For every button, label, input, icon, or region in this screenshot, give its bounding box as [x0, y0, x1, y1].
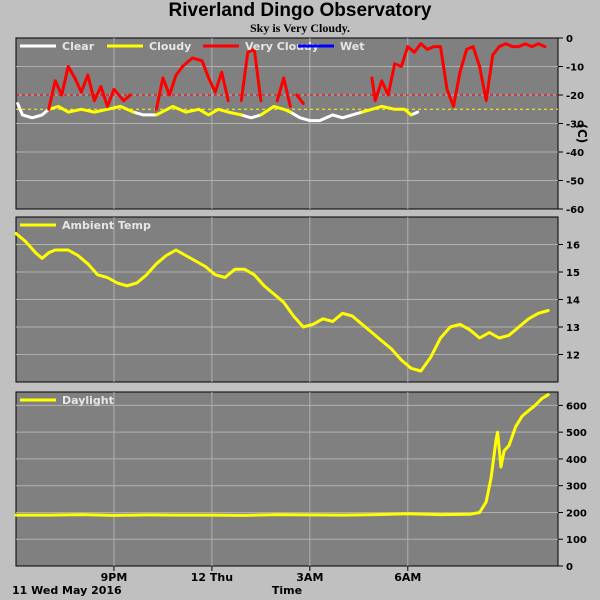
- y-tick-label: 16: [566, 241, 580, 252]
- series-line-cloudy: [47, 104, 135, 114]
- legend-label: Daylight: [62, 394, 114, 407]
- series-line-cloudy: [154, 104, 243, 117]
- y-tick-label: 13: [566, 323, 580, 334]
- y-tick-label: -60: [566, 205, 584, 216]
- x-tick-label: 3AM: [296, 571, 323, 584]
- date-label: 11 Wed May 2016: [12, 584, 122, 597]
- series-line-cloudy: [360, 104, 413, 117]
- y-tick-label: 200: [566, 508, 587, 519]
- chart-panel-2: 12 13 14 15 16 Ambient Temp: [14, 216, 580, 383]
- x-axis-label: Time: [272, 584, 302, 597]
- plot-area: [15, 391, 559, 567]
- y-tick-label: 500: [566, 428, 587, 439]
- y-axis-label: (C): [575, 124, 589, 144]
- y-tick-label: 14: [566, 296, 580, 307]
- y-tick-label: 300: [566, 482, 587, 493]
- y-tick-label: 15: [566, 268, 580, 279]
- sky-status-subtitle: Sky is Very Cloudy.: [249, 21, 351, 35]
- series-line-very-cloudy: [47, 65, 132, 111]
- y-tick-label: 400: [566, 455, 587, 466]
- series-line-daylight: [14, 393, 550, 517]
- series-line-very-cloudy: [370, 42, 547, 108]
- y-tick-label: -30: [566, 120, 584, 131]
- series-line-very-cloudy: [295, 93, 305, 105]
- legend-label: Very Cloudy: [245, 40, 319, 53]
- series-line-clear: [239, 113, 263, 120]
- y-tick-label: -50: [566, 177, 584, 188]
- y-tick-label: -10: [566, 63, 584, 74]
- y-tick-label: 0: [566, 562, 573, 573]
- x-tick-label: 12 Thu: [191, 571, 233, 584]
- y-tick-label: 0: [566, 34, 573, 45]
- y-tick-label: 600: [566, 401, 587, 412]
- series-line-ambient-temp: [14, 232, 550, 373]
- legend-label: Wet: [340, 40, 364, 53]
- series-line-clear: [16, 102, 51, 120]
- x-tick-label: 6AM: [394, 571, 421, 584]
- legend-label: Ambient Temp: [62, 219, 151, 232]
- series-line-clear: [132, 110, 158, 117]
- series-line-very-cloudy: [154, 56, 230, 111]
- series-line-cloudy: [259, 104, 292, 117]
- y-tick-label: -20: [566, 91, 584, 102]
- y-tick-label: 100: [566, 535, 587, 546]
- x-tick-label: 9PM: [101, 571, 128, 584]
- series-line-very-cloudy: [275, 76, 292, 108]
- legend-label: Cloudy: [149, 40, 191, 53]
- series-line-clear: [288, 110, 364, 123]
- y-tick-label: -40: [566, 148, 584, 159]
- legend-label: Clear: [62, 40, 95, 53]
- series-line-very-cloudy: [239, 47, 263, 103]
- chart-panel-1: 0 -10 -20 -30 -40 -50 -60 Clear Cloudy Very Cloud…: [15, 34, 589, 216]
- y-tick-label: 12: [566, 351, 580, 362]
- page-title: Riverland Dingo Observatory: [168, 0, 432, 21]
- chart-panel-3: 0 100 200 300 400 500 600 Daylight: [14, 391, 587, 573]
